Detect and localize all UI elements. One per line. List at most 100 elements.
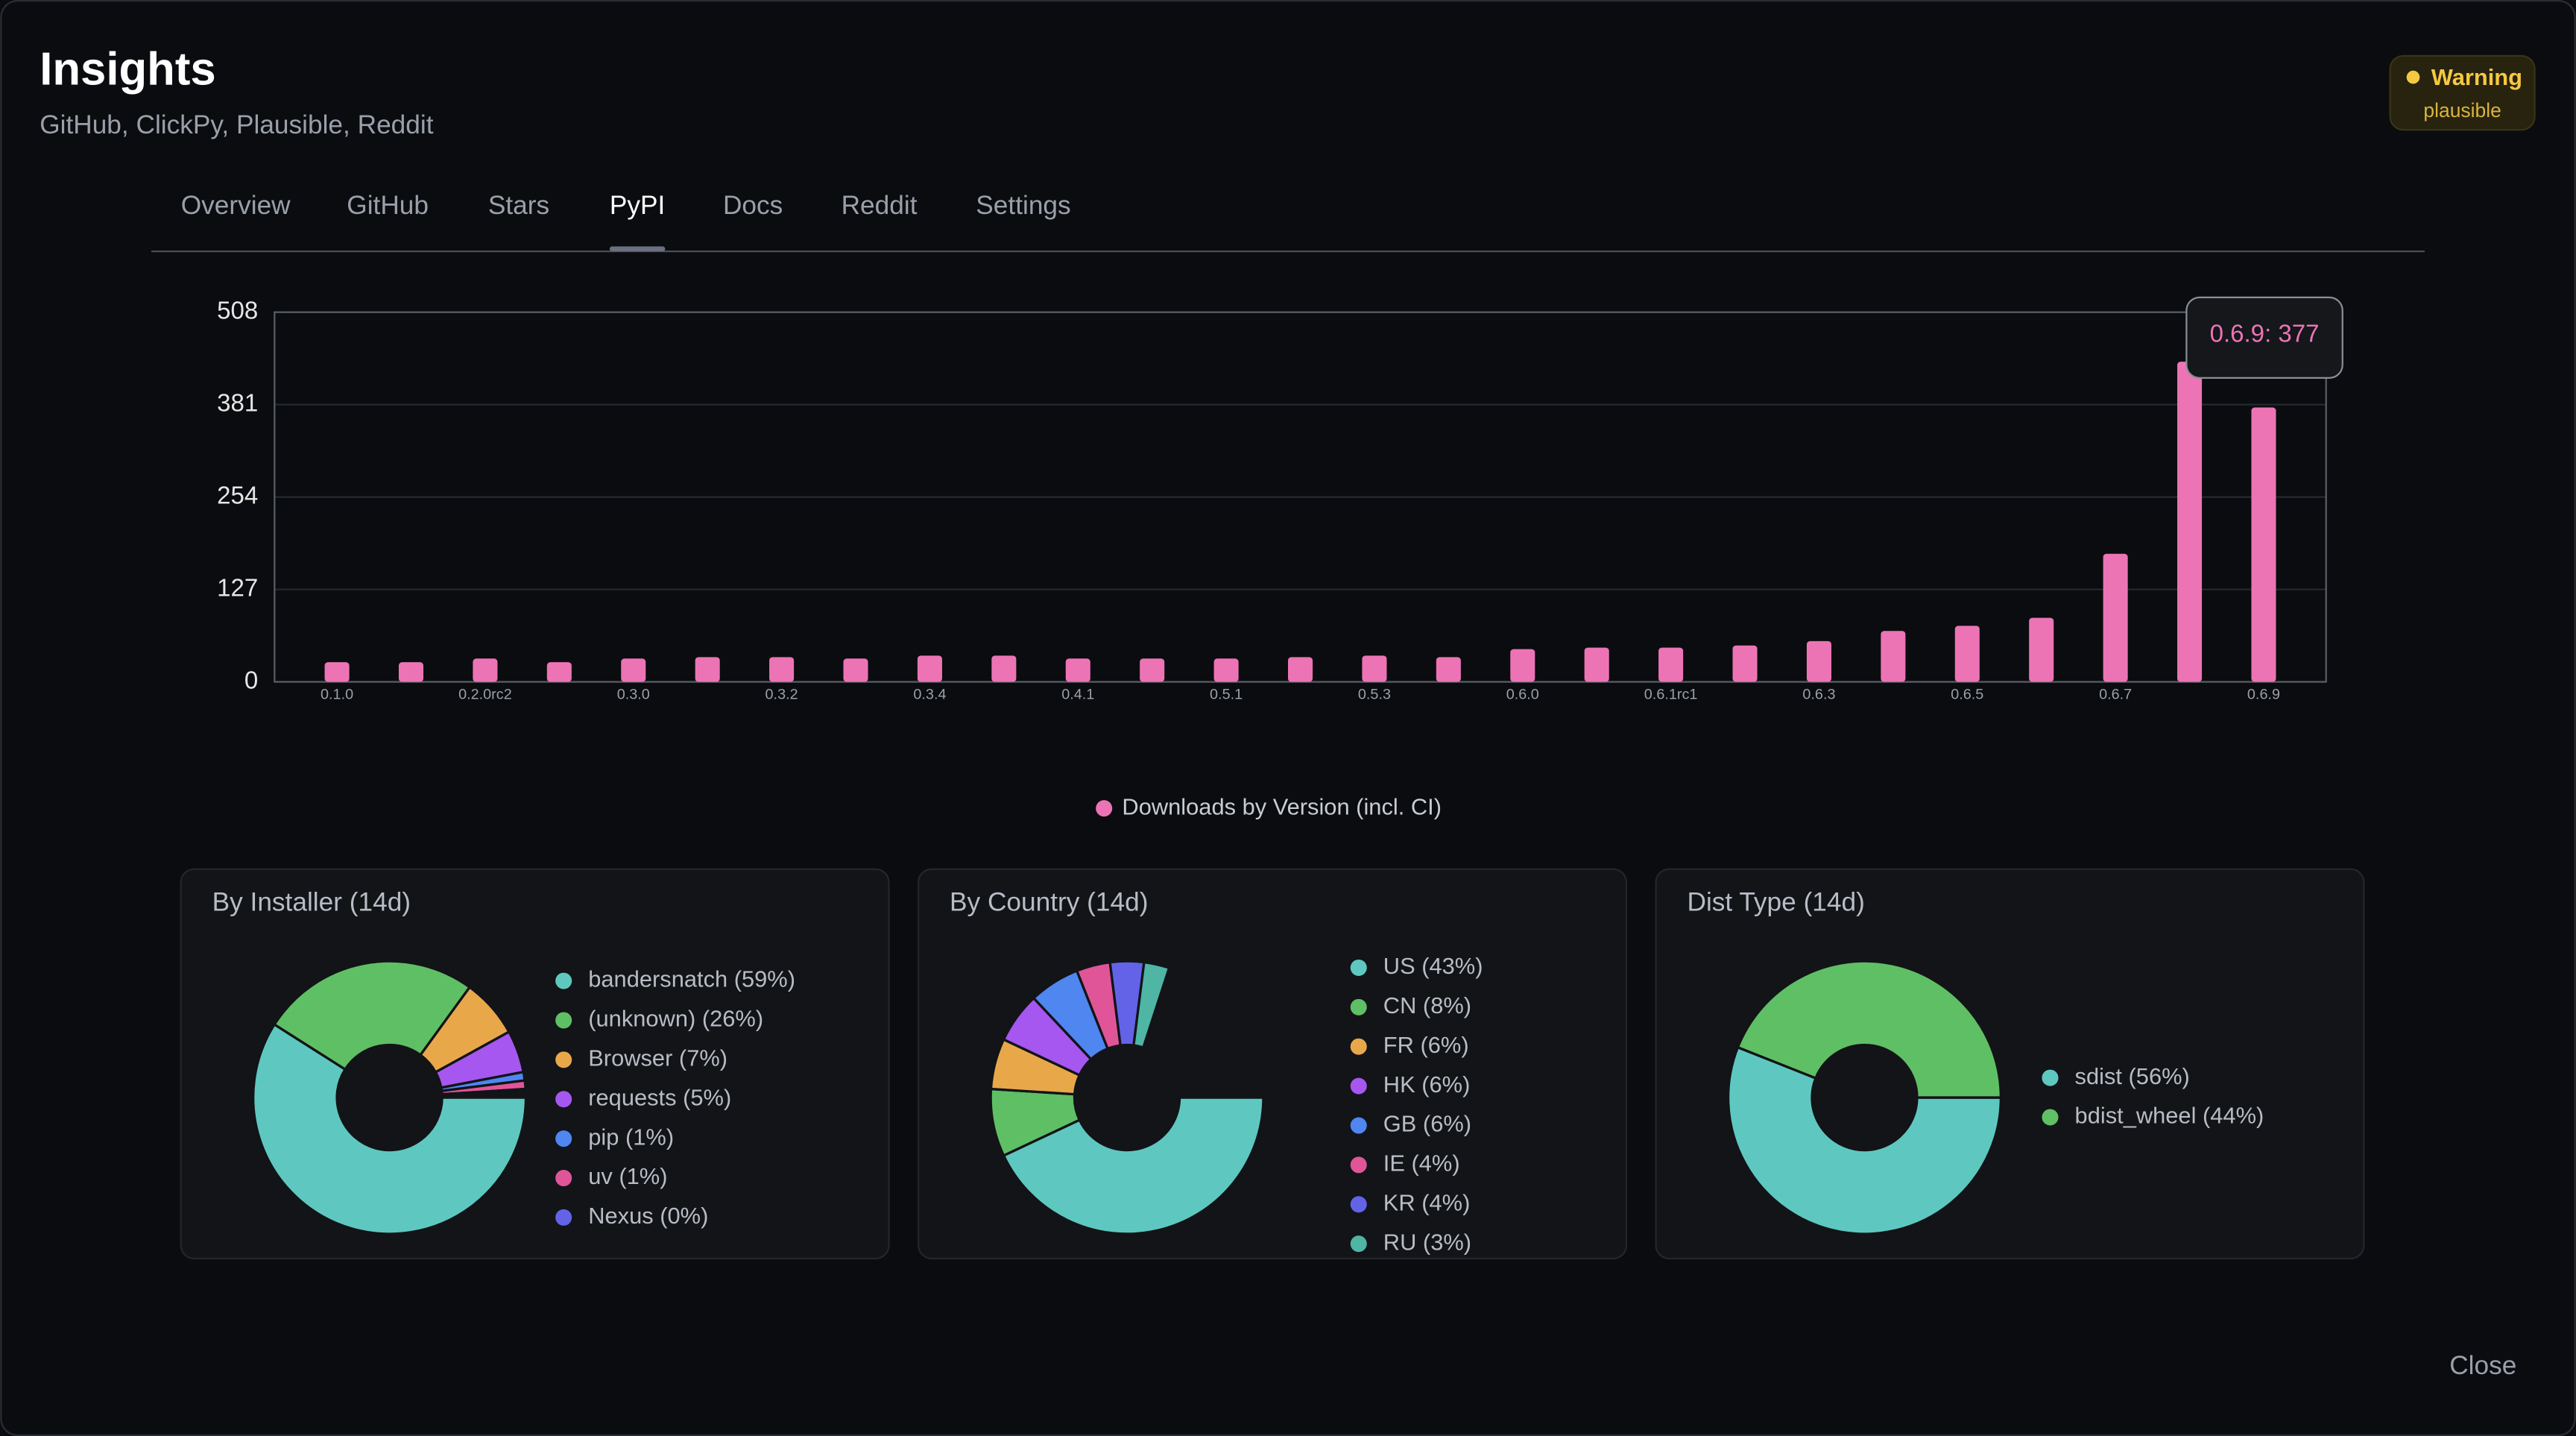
bar xyxy=(695,657,720,682)
legend-swatch xyxy=(555,1209,572,1226)
bar xyxy=(324,662,350,682)
legend-swatch xyxy=(555,1170,572,1187)
tab[interactable]: PyPI xyxy=(610,191,665,220)
x-tick-label: 0.4.1 xyxy=(1061,686,1094,702)
y-tick-label: 381 xyxy=(217,389,258,417)
pie-slice xyxy=(1132,960,1171,1050)
pie-slice xyxy=(252,1022,528,1235)
tab[interactable]: GitHub xyxy=(347,191,429,220)
legend-swatch xyxy=(1350,1038,1367,1055)
legend-label: sdist (56%) xyxy=(2075,1063,2190,1089)
bar xyxy=(1584,647,1609,682)
bar xyxy=(917,655,942,682)
pie-slice xyxy=(272,960,472,1071)
bar xyxy=(1658,647,1684,682)
pie-slice xyxy=(1726,1045,2003,1235)
legend-label: FR (6%) xyxy=(1383,1032,1469,1058)
x-tick-label: 0.2.0rc2 xyxy=(458,686,512,702)
legend-swatch xyxy=(555,1130,572,1147)
legend-swatch xyxy=(1350,959,1367,976)
x-tick-label: 0.6.5 xyxy=(1951,686,1983,702)
bar xyxy=(473,658,498,682)
y-tick-label: 0 xyxy=(244,667,258,694)
bar xyxy=(1288,657,1313,682)
badge-detail: plausible xyxy=(2423,99,2501,122)
x-tick-label: 0.6.9 xyxy=(2247,686,2280,702)
legend-label: HK (6%) xyxy=(1383,1071,1471,1098)
pie-slice xyxy=(1002,1096,1265,1235)
dialog-subtitle: GitHub, ClickPy, Plausible, Reddit xyxy=(40,110,434,139)
x-tick-label: 0.5.1 xyxy=(1210,686,1243,702)
bar xyxy=(1510,649,1535,682)
x-tick-label: 0.3.4 xyxy=(913,686,946,702)
legend-label: requests (5%) xyxy=(588,1084,731,1110)
legend-label: bandersnatch (59%) xyxy=(588,966,795,992)
bar xyxy=(1065,658,1090,682)
bar xyxy=(398,662,424,682)
close-button[interactable]: Close xyxy=(2449,1351,2516,1380)
bar xyxy=(1806,640,1831,682)
bar xyxy=(1436,657,1461,682)
pie-slice xyxy=(1736,960,2003,1099)
x-tick-label: 0.6.7 xyxy=(2099,686,2132,702)
legend-swatch xyxy=(1350,998,1367,1015)
y-tick-label: 508 xyxy=(217,297,258,324)
x-tick-label: 0.5.3 xyxy=(1358,686,1391,702)
legend-label: US (43%) xyxy=(1383,953,1483,979)
warning-dot xyxy=(2406,70,2420,84)
legend-swatch xyxy=(1350,1196,1367,1213)
x-tick-label: 0.3.2 xyxy=(765,686,798,702)
legend-swatch xyxy=(2042,1109,2059,1126)
legend-swatch xyxy=(1350,1235,1367,1253)
tab-indicator xyxy=(609,246,666,252)
legend-swatch xyxy=(1350,1117,1367,1134)
bar xyxy=(2177,362,2203,682)
legend-label: pip (1%) xyxy=(588,1124,674,1150)
legend-label: Nexus (0%) xyxy=(588,1203,708,1229)
bar xyxy=(621,658,646,682)
legend-label: Browser (7%) xyxy=(588,1045,727,1071)
bar xyxy=(1362,655,1387,682)
x-tick-label: 0.6.3 xyxy=(1802,686,1835,702)
legend-swatch xyxy=(1350,1077,1367,1095)
bar xyxy=(1140,658,1165,682)
legend-label: (unknown) (26%) xyxy=(588,1006,763,1032)
card-title: By Installer (14d) xyxy=(212,887,411,916)
bar xyxy=(991,655,1017,682)
legend-label: bdist_wheel (44%) xyxy=(2075,1103,2264,1129)
card-title: By Country (14d) xyxy=(950,887,1148,916)
tab[interactable]: Settings xyxy=(976,191,1070,220)
tooltip-text: 0.6.9: 377 xyxy=(2210,320,2320,347)
legend-label: KR (4%) xyxy=(1383,1189,1471,1215)
x-tick-label: 0.6.1rc1 xyxy=(1644,686,1698,702)
legend-swatch xyxy=(2042,1069,2059,1086)
tab[interactable]: Reddit xyxy=(842,191,918,220)
legend-swatch xyxy=(1350,1156,1367,1174)
bar xyxy=(1954,626,1980,682)
x-tick-label: 0.1.0 xyxy=(321,686,353,702)
x-tick-label: 0.6.0 xyxy=(1506,686,1539,702)
legend-swatch xyxy=(555,1012,572,1029)
tab[interactable]: Docs xyxy=(723,191,783,220)
bar xyxy=(843,658,868,682)
legend-swatch xyxy=(555,1091,572,1108)
bar xyxy=(1732,645,1758,682)
legend-label: GB (6%) xyxy=(1383,1111,1471,1137)
legend-swatch xyxy=(1096,800,1113,817)
y-tick-label: 254 xyxy=(217,482,258,509)
legend-swatch xyxy=(555,972,572,989)
tab[interactable]: Overview xyxy=(181,191,291,220)
legend-label: Downloads by Version (incl. CI) xyxy=(1122,793,1442,819)
tab[interactable]: Stars xyxy=(488,191,549,220)
dialog-title: Insights xyxy=(40,43,215,95)
bar xyxy=(2251,407,2276,682)
legend-label: RU (3%) xyxy=(1383,1229,1471,1255)
tooltip-box xyxy=(2185,296,2343,379)
legend-label: IE (4%) xyxy=(1383,1150,1460,1177)
bar xyxy=(2029,617,2054,682)
bar xyxy=(1213,658,1239,682)
x-tick-label: 0.3.0 xyxy=(617,686,650,702)
y-tick-label: 127 xyxy=(217,574,258,602)
